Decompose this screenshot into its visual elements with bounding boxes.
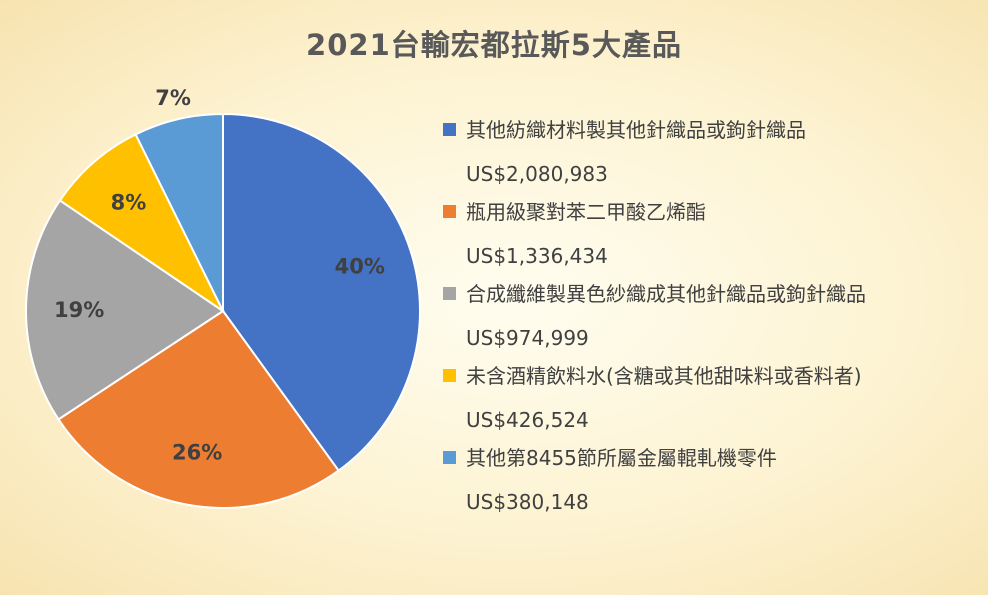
pie-slice [58,133,226,314]
legend-item: 其他紡織材料製其他針織品或鉤針織品 US$2,080,983 [443,110,983,192]
legend-label: 合成纖維製異色紗織成其他針織品或鉤針織品 [466,282,866,306]
legend-swatch [443,451,456,464]
legend-label: 其他紡織材料製其他針織品或鉤針織品 [466,118,806,142]
legend-value: US$426,524 [466,408,589,432]
legend-swatch [443,123,456,136]
legend-item: 瓶用級聚對苯二甲酸乙烯酯 US$1,336,434 [443,192,983,274]
pie-slice [134,112,224,312]
legend-value: US$380,148 [466,490,589,514]
legend-item: 合成纖維製異色紗織成其他針織品或鉤針織品 US$974,999 [443,274,983,356]
legend-item: 其他第8455節所屬金屬輥軋機零件 US$380,148 [443,438,983,520]
pie-slice [57,309,340,509]
slice-percent-label: 8% [111,191,147,215]
slice-percent-label: 7% [155,86,191,110]
legend-swatch [443,369,456,382]
legend-swatch [443,287,456,300]
legend-label: 其他第8455節所屬金屬輥軋機零件 [466,446,777,470]
chart-legend: 其他紡織材料製其他針織品或鉤針織品 US$2,080,983 瓶用級聚對苯二甲酸… [443,110,983,520]
legend-value: US$2,080,983 [466,162,608,186]
legend-value: US$974,999 [466,326,589,350]
legend-item: 未含酒精飲料水(含糖或其他甜味料或香料者) US$426,524 [443,356,983,438]
chart-title: 2021台輸宏都拉斯5大產品 [306,28,682,62]
slice-percent-label: 40% [335,255,385,279]
legend-value: US$1,336,434 [466,244,608,268]
pie-labels: 40% 26% 19% 8% 7% [54,86,385,465]
legend-swatch [443,205,456,218]
legend-label: 未含酒精飲料水(含糖或其他甜味料或香料者) [466,364,862,388]
pie-slice [25,199,225,421]
legend-label: 瓶用級聚對苯二甲酸乙烯酯 [466,200,706,224]
pie-slice [222,112,421,472]
pie-slices [25,112,421,509]
slice-percent-label: 26% [172,440,222,464]
slice-percent-label: 19% [54,298,104,322]
